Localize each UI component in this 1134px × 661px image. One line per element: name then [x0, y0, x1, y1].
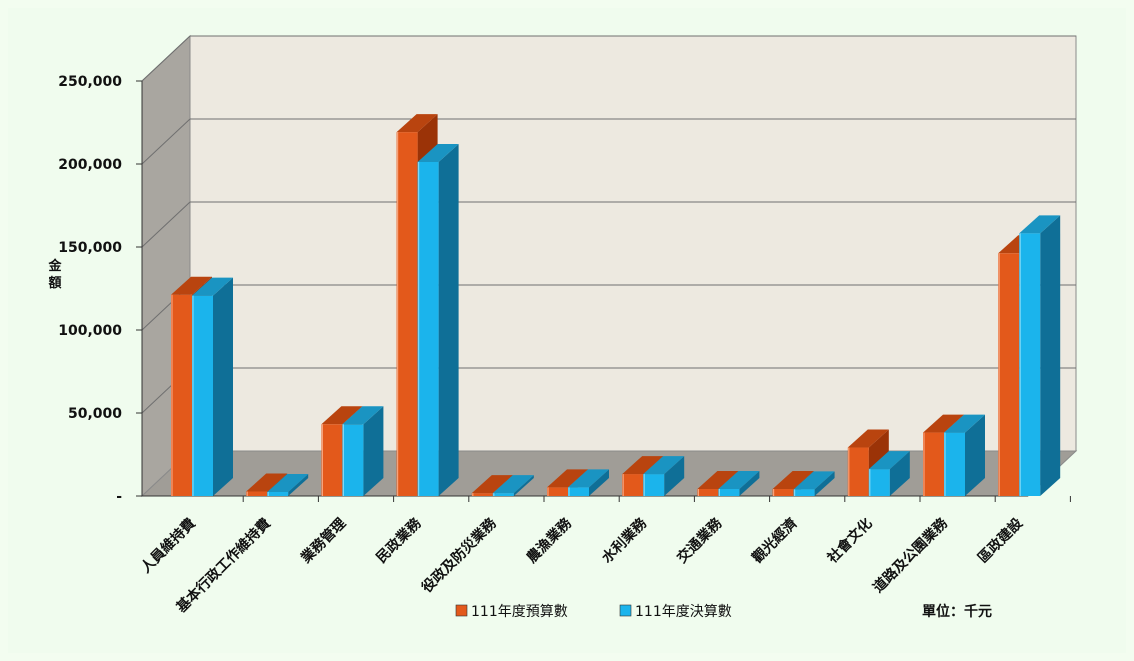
back-wall — [189, 35, 1077, 452]
bar-series-1 — [847, 447, 869, 496]
bar-top-2 — [643, 456, 685, 475]
bar-series-2 — [944, 432, 965, 496]
x-category-label: 交通業務 — [674, 514, 726, 566]
bar-top-2 — [342, 406, 384, 425]
bar-top-2 — [192, 277, 233, 296]
bar-top-1 — [171, 276, 212, 295]
y-tick-label: 100,000 — [58, 323, 122, 339]
x-category-label: 水利業務 — [598, 514, 650, 566]
bar-top-1 — [547, 469, 588, 488]
gridline-side — [141, 201, 191, 248]
legend-swatch-2 — [619, 604, 632, 617]
bar-top-2 — [568, 469, 609, 488]
bar-top-1 — [396, 114, 438, 133]
bar-top-1 — [471, 475, 513, 494]
bar-side-2 — [664, 456, 685, 496]
bar-top-2 — [868, 451, 910, 470]
bar-series-1 — [246, 491, 268, 496]
bar-series-1 — [396, 132, 418, 496]
bar-top-1 — [246, 473, 288, 492]
y-axis-label: 金 — [47, 258, 62, 274]
bar-series-2 — [868, 469, 890, 496]
legend-label-1: 111年度預算數 — [471, 604, 568, 620]
bar-series-1 — [923, 432, 944, 496]
bar-side-2 — [589, 469, 609, 496]
bar-side-2 — [438, 144, 459, 496]
x-category-label: 農漁業務 — [523, 514, 575, 566]
bar-series-1 — [547, 487, 568, 496]
bar-top-1 — [697, 471, 739, 490]
bar-top-2 — [417, 144, 459, 162]
bar-series-2 — [492, 493, 514, 496]
bar-series-2 — [793, 489, 815, 496]
bar-series-2 — [568, 487, 589, 496]
x-category-label: 觀光經濟 — [749, 515, 801, 567]
gridline-side — [141, 35, 191, 82]
bar-series-2 — [192, 295, 213, 496]
y-axis-label: 額 — [47, 275, 61, 291]
bar-chart: - 50,000 100,000 150,000 200,000 250,000 金額人員維… — [47, 34, 1078, 620]
bar-side-2 — [1040, 215, 1061, 496]
legend-label-2: 111年度決算數 — [635, 604, 732, 620]
bar-side-2 — [363, 406, 384, 496]
bar-side-2 — [814, 471, 835, 496]
y-tick-label: 200,000 — [58, 157, 122, 173]
bar-series-1 — [697, 489, 719, 496]
y-tick-label: 50,000 — [68, 406, 122, 422]
bar-top-2 — [718, 471, 760, 490]
bar-top-2 — [1019, 215, 1061, 234]
bar-side-2 — [513, 475, 534, 496]
x-category-label: 社會文化 — [823, 515, 875, 567]
unit-note: 單位：千元 — [922, 603, 992, 620]
x-category-label: 道路及公園業務 — [870, 514, 952, 596]
bar-series-1 — [321, 424, 343, 496]
bar-side-2 — [965, 414, 985, 496]
bar-series-1 — [998, 253, 1020, 496]
bar-top-1 — [772, 471, 814, 490]
bar-top-2 — [944, 414, 985, 433]
chart-frame: - 50,000 100,000 150,000 200,000 250,000 金額人員維… — [8, 8, 1126, 653]
x-category-label: 業務管理 — [297, 515, 349, 567]
gridline-side — [141, 118, 191, 165]
y-tick-label: - — [116, 489, 122, 505]
bar-series-2 — [1019, 233, 1041, 496]
bar-top-2 — [492, 475, 534, 494]
bar-top-1 — [923, 414, 964, 433]
bar-top-2 — [793, 471, 835, 490]
bar-side-2 — [288, 474, 309, 496]
x-category-label: 役政及防災業務 — [418, 514, 500, 596]
legend-swatch-1 — [455, 604, 468, 617]
bar-side-2 — [739, 471, 760, 496]
bar-series-1 — [171, 294, 192, 496]
bar-top-1 — [622, 456, 664, 475]
bar-series-1 — [772, 489, 794, 496]
bar-side-2 — [213, 277, 233, 496]
bar-top-1 — [321, 406, 363, 425]
bar-series-2 — [342, 424, 364, 496]
bar-series-2 — [267, 492, 289, 496]
y-tick-label: 150,000 — [58, 240, 122, 256]
bar-top-1 — [847, 429, 889, 448]
bar-series-1 — [471, 493, 493, 496]
bar-series-2 — [417, 162, 439, 496]
x-category-label: 民政業務 — [373, 514, 425, 566]
bar-top-2 — [267, 474, 309, 493]
bar-side-2 — [889, 451, 910, 496]
bar-series-2 — [718, 489, 740, 496]
bar-series-1 — [622, 474, 644, 496]
bar-series-2 — [643, 474, 665, 496]
x-category-label: 區政建設 — [974, 514, 1026, 566]
x-category-label: 人員維持費 — [137, 515, 199, 577]
y-tick-label: 250,000 — [58, 74, 122, 90]
